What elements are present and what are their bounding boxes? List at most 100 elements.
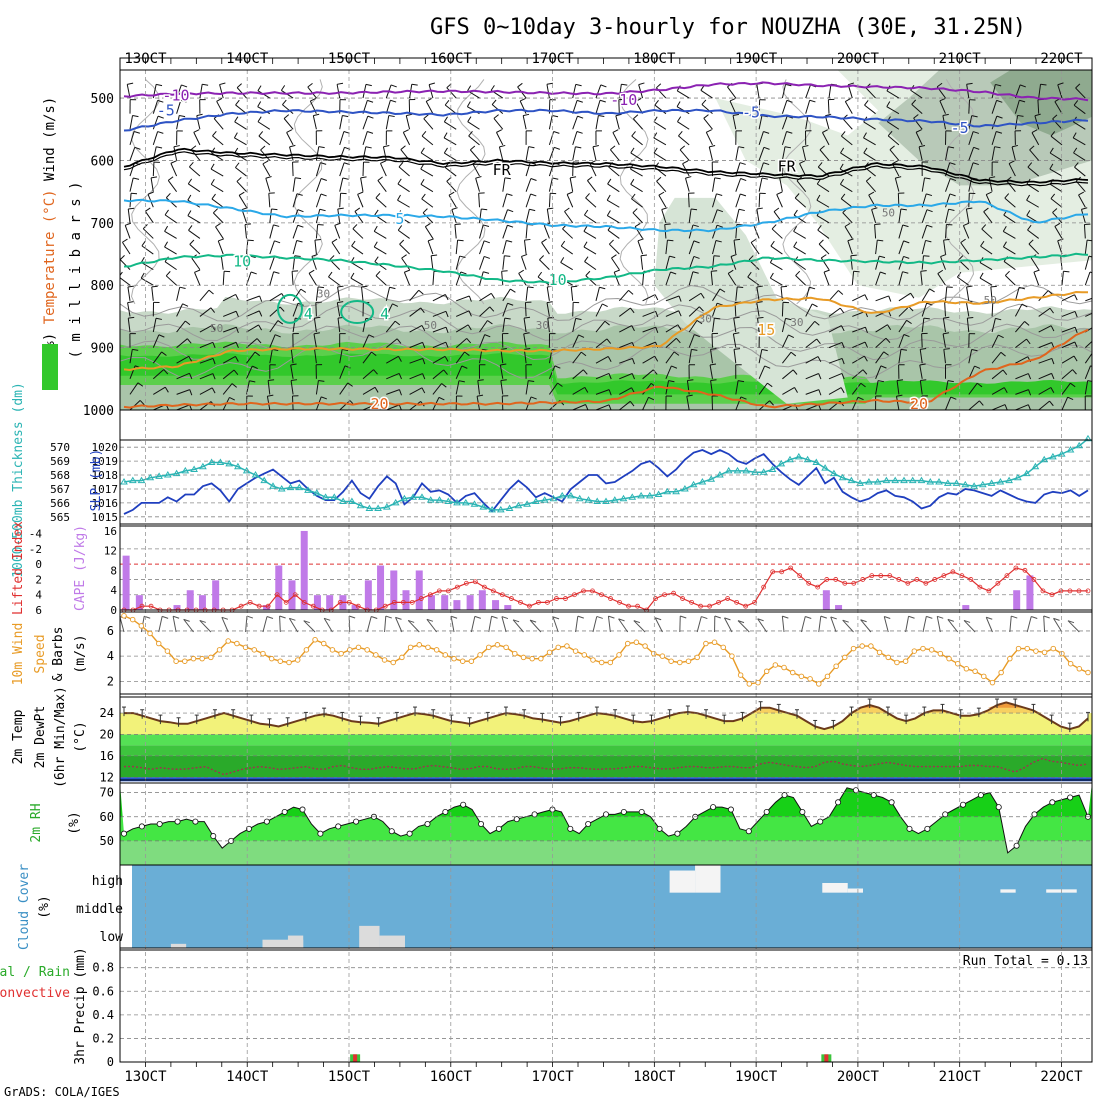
- precip-convective-bar: [353, 1054, 358, 1062]
- wind-speed-point: [129, 616, 136, 623]
- wind-barb-upper: [840, 193, 846, 199]
- wind-speed-point: [286, 659, 292, 666]
- wind-barb-upper: [484, 334, 491, 338]
- wind-barb-upper: [141, 240, 146, 247]
- wind-barb-upper: [615, 113, 622, 117]
- rh-point: [210, 833, 217, 840]
- wind-barb-upper: [652, 369, 658, 375]
- wind-barb-upper: [712, 318, 715, 333]
- wind-axis-title: (m/s): [73, 634, 88, 673]
- wind-barb-upper: [152, 162, 155, 177]
- wind-barb-upper: [828, 84, 832, 99]
- wind-barb-upper: [630, 307, 635, 314]
- wind-barb-upper: [444, 294, 449, 301]
- wind-barb-upper: [314, 238, 321, 241]
- wind-barb-upper: [362, 403, 377, 410]
- wind-barb-upper: [828, 357, 843, 364]
- wind-barb-upper: [968, 147, 975, 161]
- wind-barb-upper: [1028, 389, 1032, 396]
- thickness-point: [330, 493, 339, 500]
- wind-barb-upper: [822, 129, 828, 133]
- wind-barb-upper: [337, 207, 344, 210]
- wind-speed-point: [989, 679, 996, 686]
- wind-barb-upper: [630, 178, 635, 185]
- rh-point: [674, 830, 681, 837]
- thickness-point: [584, 496, 593, 503]
- lifted-index-point: [707, 603, 713, 609]
- thickness-point: [312, 489, 321, 496]
- thickness-point: [479, 503, 488, 510]
- wind-barb-10m: [680, 615, 687, 619]
- wind-speed-point: [703, 640, 709, 647]
- wind-barb-upper: [268, 193, 271, 208]
- wind-barb-upper: [902, 224, 909, 228]
- thickness-point: [514, 501, 523, 509]
- wind-barb-upper: [444, 356, 449, 362]
- wind-barb-upper: [1003, 261, 1016, 271]
- wind-barb-upper: [519, 97, 526, 102]
- temperature-contour-label: 15: [757, 321, 775, 339]
- wind-barb-upper: [654, 100, 659, 106]
- wind-barb-upper: [269, 256, 275, 270]
- wind-barb-upper: [802, 146, 807, 161]
- wind-barb-10m: [1067, 620, 1075, 624]
- wind-barb-upper: [520, 256, 527, 270]
- wind-barb-upper: [851, 397, 859, 410]
- wind-barb-10m: [288, 618, 299, 633]
- wind-barb-upper: [968, 115, 973, 130]
- wind-barb-upper: [297, 224, 304, 228]
- wind-barb-upper: [857, 396, 864, 401]
- wind-barb-upper: [475, 178, 480, 192]
- wind-barb-upper: [895, 396, 900, 410]
- wind-barb-upper: [500, 348, 507, 350]
- wind-barb-upper: [210, 307, 216, 313]
- lifted-index-point: [481, 584, 487, 590]
- wind-barb-upper: [188, 225, 193, 231]
- wind-barb-upper: [1050, 198, 1063, 208]
- wind-barb-upper: [337, 301, 344, 304]
- lifted-index-point: [833, 577, 839, 582]
- wind-barb-upper: [844, 226, 853, 239]
- wind-barb-upper: [585, 404, 589, 410]
- wind-barb-upper: [864, 341, 868, 348]
- wind-barb-upper: [1027, 404, 1032, 410]
- wind-barb-upper: [618, 84, 622, 99]
- cloud-cell-low: [262, 939, 304, 948]
- wind-barb-upper: [1038, 84, 1042, 99]
- wind-barb-upper: [300, 288, 307, 293]
- wind-barb-upper: [599, 286, 606, 290]
- wind-barb-upper: [404, 269, 411, 273]
- wind-barb-upper: [525, 178, 532, 192]
- wind-barb-upper: [164, 246, 177, 255]
- wind-barb-upper: [769, 272, 774, 279]
- temperature-axis-title: 2m Temp: [11, 709, 26, 764]
- wind-barb-10m: [724, 617, 731, 621]
- wind-barb-upper: [654, 104, 667, 115]
- wind-speed-point: [216, 647, 223, 653]
- wind-barb-upper: [153, 386, 166, 395]
- wind-barb-upper: [980, 245, 993, 255]
- wind-barb-upper: [619, 373, 633, 380]
- wind-barb-upper: [421, 135, 434, 146]
- wind-barb-upper: [386, 355, 399, 364]
- wind-barb-10m: [633, 620, 646, 633]
- wind-barb-upper: [733, 240, 737, 255]
- wind-barb-upper: [805, 373, 819, 380]
- wind-barb-upper: [120, 271, 123, 277]
- lifted-index-point: [499, 592, 505, 598]
- rh-point: [495, 825, 502, 832]
- thickness-point: [689, 480, 698, 488]
- wind-speed-point: [581, 652, 588, 658]
- wind-speed-point: [694, 654, 700, 661]
- wind-speed-point: [807, 676, 813, 682]
- y-tick-label: 900: [91, 342, 114, 357]
- wind-barb-upper: [592, 145, 599, 148]
- wind-barb-upper: [217, 240, 224, 255]
- wind-barb-upper: [793, 246, 806, 255]
- wind-barb-upper: [756, 207, 763, 210]
- wind-barb-upper: [790, 351, 797, 357]
- wind-barb-10m: [158, 616, 163, 633]
- wind-speed-point: [512, 650, 518, 657]
- wind-barb-10m: [262, 616, 268, 633]
